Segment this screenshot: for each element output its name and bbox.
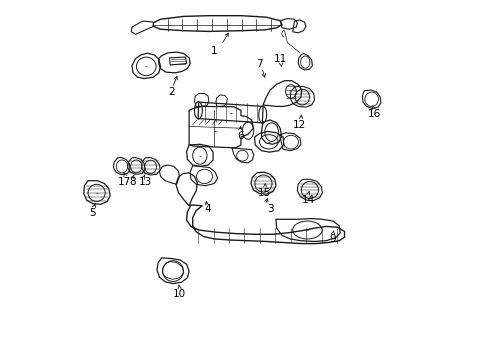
Text: 11: 11 (273, 54, 286, 64)
Text: 6: 6 (236, 131, 243, 141)
Text: 3: 3 (266, 204, 273, 214)
Text: 13: 13 (138, 177, 151, 187)
Text: 16: 16 (367, 109, 380, 119)
Text: 7: 7 (256, 59, 263, 69)
Text: 5: 5 (89, 208, 96, 218)
Text: 12: 12 (292, 120, 305, 130)
Text: 15: 15 (258, 188, 271, 198)
Text: 1: 1 (210, 46, 217, 56)
Text: 8: 8 (129, 177, 135, 187)
Text: 14: 14 (302, 195, 315, 204)
Text: 9: 9 (329, 234, 336, 244)
Text: 17: 17 (117, 177, 130, 187)
Text: 2: 2 (167, 87, 174, 98)
Text: 10: 10 (172, 289, 185, 298)
Text: 4: 4 (204, 204, 211, 214)
